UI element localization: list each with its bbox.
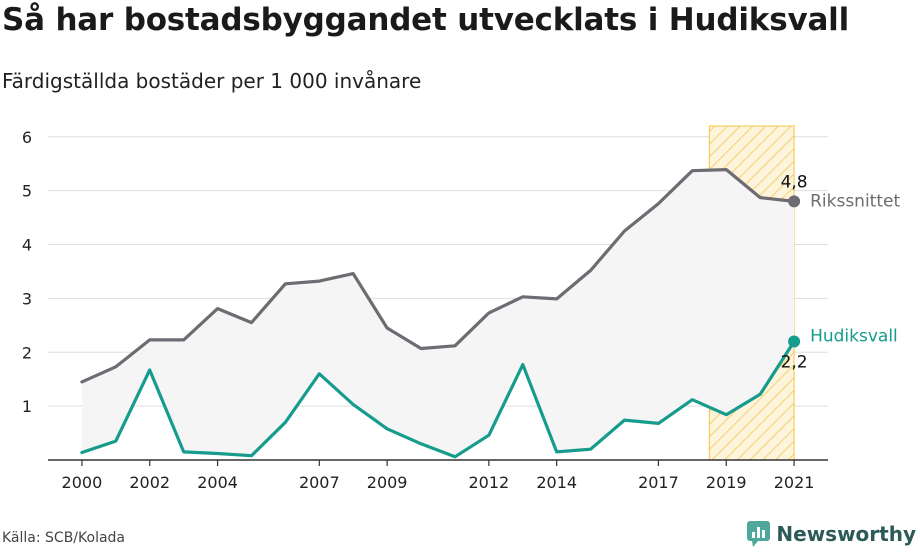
series-end-point [788,195,801,208]
chart-title: Så har bostadsbyggandet utvecklats i Hud… [2,2,850,38]
brand-name: Newsworthy [776,522,916,546]
series-name-label: Hudiksvall [810,326,898,346]
series-name-label: Rikssnittet [810,191,900,211]
brand-logo[interactable]: Newsworthy [746,520,916,548]
y-tick-label: 5 [22,182,32,201]
series-line-hudiksvall [80,339,796,459]
y-tick-label: 4 [22,236,32,255]
series-line-rikssnittet [80,168,796,384]
source-note: Källa: SCB/Kolada [2,530,126,546]
axes: 1 2 3 4 5 6 2000 2002 2004 2007 2009 2012 2014 2017 20… [22,128,828,492]
series-end-point [788,335,801,348]
y-tick-label: 1 [22,397,32,416]
x-tick-label: 2021 [774,473,815,492]
x-tick-label: 2012 [469,473,510,492]
series-value-label: 4,8 [781,172,808,192]
x-tick-label: 2007 [299,473,340,492]
newsworthy-logo-icon [747,521,771,547]
fill-between [81,169,795,457]
chart-subtitle: Färdigställda bostäder per 1 000 invånar… [2,69,422,93]
x-tick-label: 2014 [536,473,577,492]
x-tick-label: 2009 [367,473,408,492]
series-lines [80,168,801,459]
y-tick-label: 3 [22,289,32,308]
x-tick-label: 2002 [129,473,170,492]
x-tick-label: 2019 [706,473,747,492]
x-tick-label: 2004 [197,473,238,492]
y-tick-label: 2 [22,343,32,362]
series-value-label: 2,2 [781,352,808,372]
x-tick-label: 2017 [638,473,679,492]
x-tick-label: 2000 [62,473,103,492]
area-between-series [81,169,795,457]
y-tick-label: 6 [22,128,32,147]
